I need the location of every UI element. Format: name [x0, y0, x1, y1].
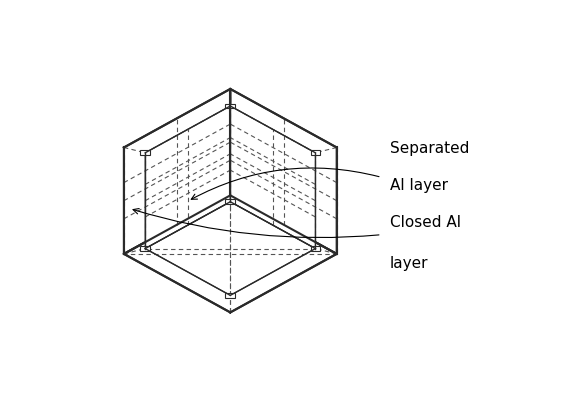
- Text: Al layer: Al layer: [390, 178, 448, 193]
- Polygon shape: [226, 103, 235, 108]
- Text: Closed Al: Closed Al: [390, 215, 461, 230]
- Polygon shape: [124, 89, 230, 254]
- Polygon shape: [311, 150, 320, 155]
- Polygon shape: [230, 89, 337, 254]
- Polygon shape: [140, 246, 150, 251]
- Polygon shape: [311, 246, 320, 251]
- Polygon shape: [145, 202, 315, 295]
- Polygon shape: [145, 106, 230, 248]
- Polygon shape: [140, 150, 150, 155]
- Polygon shape: [226, 293, 235, 298]
- Text: layer: layer: [390, 256, 429, 271]
- Polygon shape: [230, 106, 315, 248]
- Text: Separated: Separated: [390, 141, 469, 156]
- Polygon shape: [226, 199, 235, 204]
- Polygon shape: [124, 195, 337, 312]
